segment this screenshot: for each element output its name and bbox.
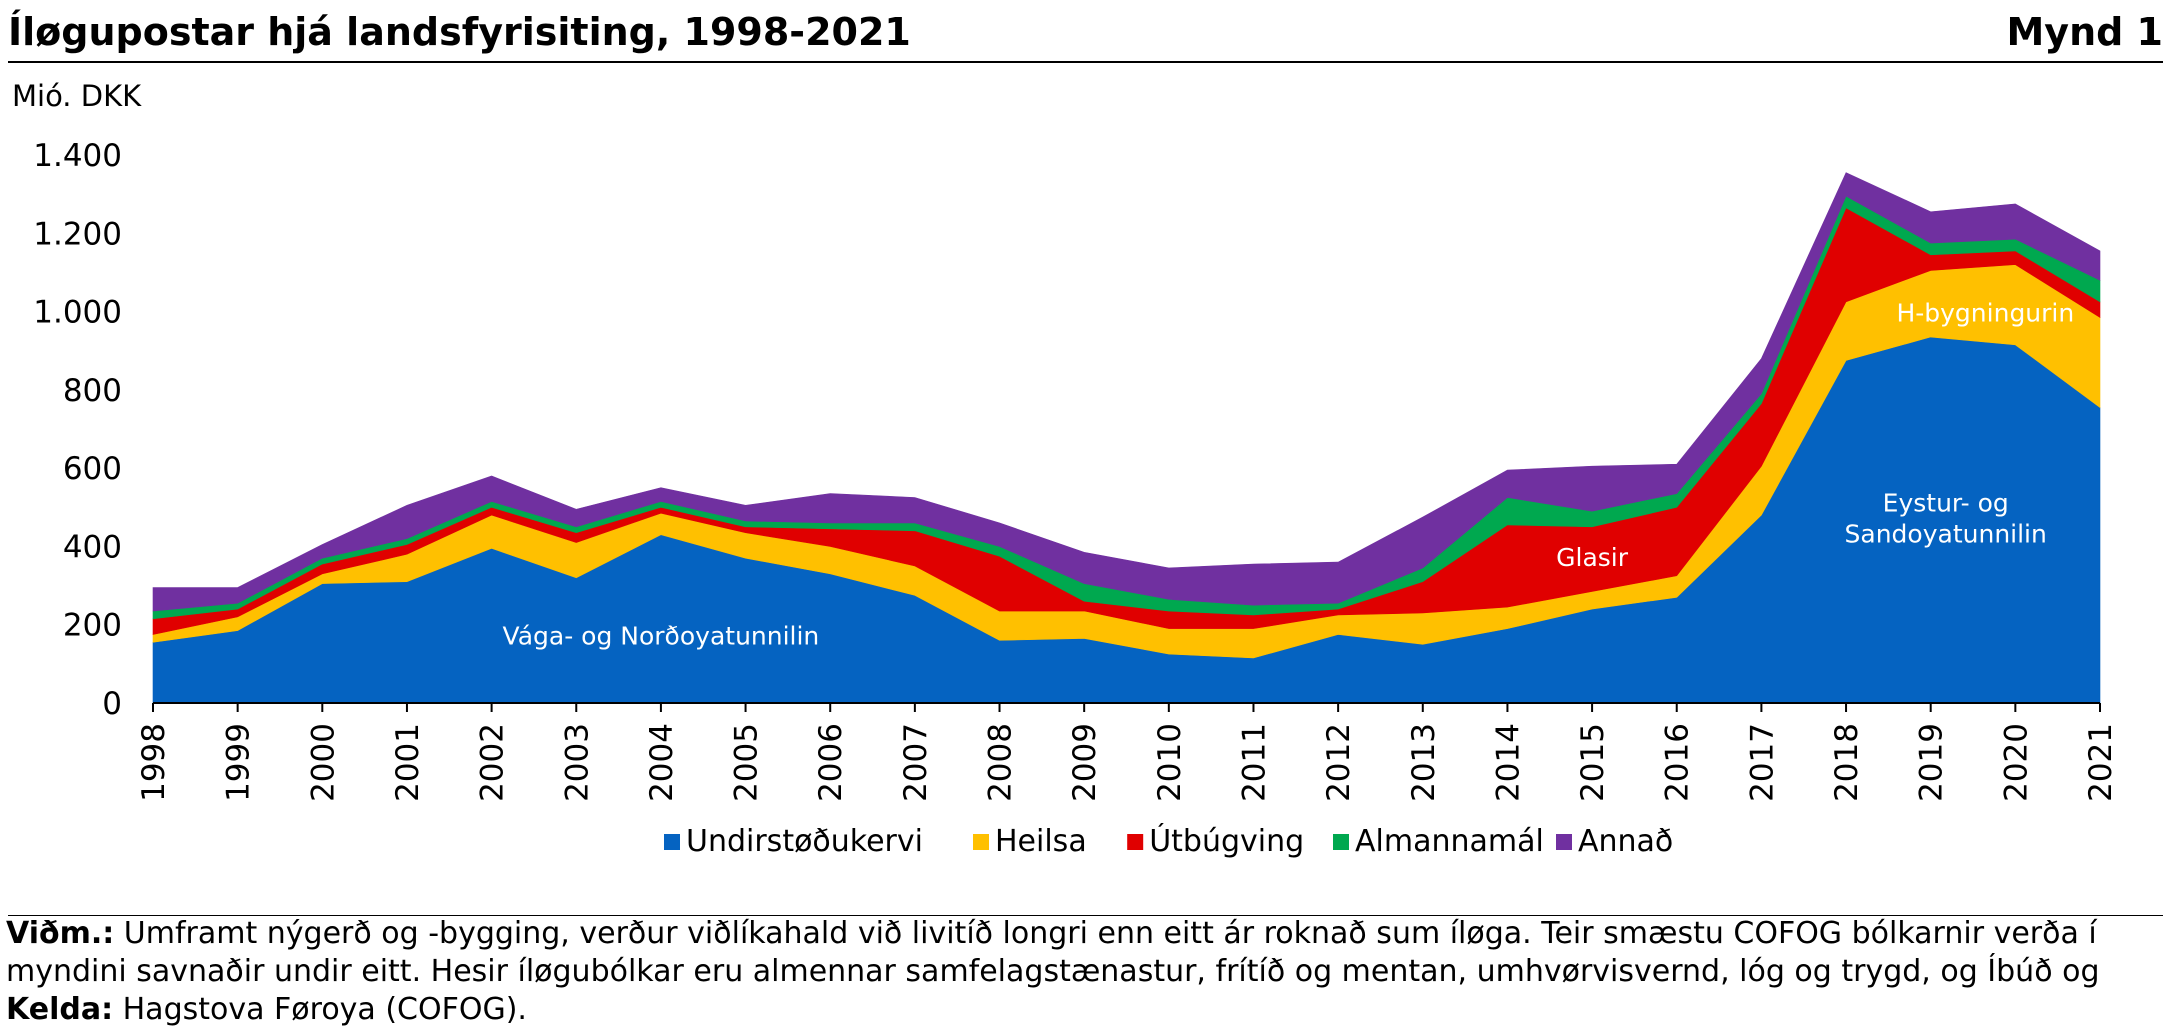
x-tick-label: 2001 bbox=[390, 723, 426, 802]
legend-label-2: Heilsa bbox=[995, 824, 1087, 859]
x-tick-label: 2006 bbox=[813, 723, 849, 802]
x-tick-label: 1998 bbox=[136, 723, 172, 802]
area-annotation: Vága- og Norðoyatunnilin bbox=[503, 622, 820, 651]
legend-label-4: Almannamál bbox=[1355, 824, 1544, 859]
legend-swatch-4 bbox=[1333, 834, 1349, 850]
x-tick-label: 1999 bbox=[221, 723, 257, 802]
note-line-1: Viðm.: Umframt nýgerð og -bygging, verðu… bbox=[6, 915, 2156, 953]
note-text-1: Umframt nýgerð og -bygging, verður viðlí… bbox=[123, 916, 2097, 951]
x-tick-label: 2021 bbox=[2083, 723, 2119, 802]
stacked-area-chart: Mió. DKK 0 200 400 600 800 1.000 1.200 1.400 1998… bbox=[12, 79, 2119, 859]
x-tick-label: 2009 bbox=[1067, 723, 1103, 802]
y-tick-label: 400 bbox=[63, 529, 122, 565]
legend-swatch-1 bbox=[664, 834, 680, 850]
x-tick-label: 2007 bbox=[898, 723, 934, 802]
x-tick-label: 2012 bbox=[1321, 723, 1357, 802]
y-axis-label: Mió. DKK bbox=[12, 79, 142, 113]
header-divider bbox=[8, 61, 2163, 63]
y-tick-label: 600 bbox=[63, 451, 122, 487]
y-tick-label: 1.000 bbox=[33, 295, 122, 331]
note-line-2: myndini savnaðir undir eitt. Hesir íløgu… bbox=[6, 953, 2156, 991]
x-tick-label: 2011 bbox=[1236, 723, 1272, 802]
legend-label-3: Útbúgving bbox=[1149, 822, 1304, 859]
y-tick-label: 800 bbox=[63, 373, 122, 409]
y-tick-label: 1.400 bbox=[33, 138, 122, 174]
y-tick-label: 1.200 bbox=[33, 216, 122, 252]
legend-swatch-2 bbox=[973, 834, 989, 850]
x-tick-label: 2020 bbox=[1998, 723, 2034, 802]
legend-swatch-3 bbox=[1127, 834, 1144, 850]
x-tick-label: 2005 bbox=[729, 723, 765, 802]
x-tick-label: 2016 bbox=[1660, 723, 1696, 802]
x-tick-label: 2013 bbox=[1406, 723, 1442, 802]
x-tick-label: 2015 bbox=[1575, 723, 1611, 802]
x-tick-label: 2017 bbox=[1744, 723, 1780, 802]
chart-notes: Viðm.: Umframt nýgerð og -bygging, verðu… bbox=[6, 915, 2156, 1029]
x-tick-label: 2010 bbox=[1152, 723, 1188, 802]
source-text: Hagstova Føroya (COFOG). bbox=[122, 992, 527, 1027]
area-annotation: Glasir bbox=[1556, 543, 1629, 572]
x-tick-label: 2000 bbox=[305, 723, 341, 802]
area-annotation: Eystur- og bbox=[1883, 488, 2009, 517]
x-tick-label: 2014 bbox=[1490, 723, 1526, 802]
y-tick-label: 0 bbox=[102, 686, 122, 722]
x-tick-label: 2008 bbox=[983, 723, 1019, 802]
area-series-5 bbox=[152, 172, 2101, 612]
source-label: Kelda: bbox=[6, 992, 114, 1027]
legend-swatch-5 bbox=[1556, 834, 1572, 850]
chart-title: Íløgupostar hjá landsfyrisiting, 1998-20… bbox=[8, 10, 911, 54]
y-tick-label: 200 bbox=[63, 608, 122, 644]
x-tick-label: 2003 bbox=[559, 723, 595, 802]
figure-number: Mynd 1 bbox=[2006, 10, 2163, 54]
x-tick-label: 2019 bbox=[1914, 723, 1950, 802]
x-tick-label: 2018 bbox=[1829, 723, 1865, 802]
chart-header: Íløgupostar hjá landsfyrisiting, 1998-20… bbox=[8, 6, 2163, 60]
x-tick-label: 2004 bbox=[644, 723, 680, 802]
legend-label-1: Undirstøðukervi bbox=[686, 824, 923, 859]
note-text-2: myndini savnaðir undir eitt. Hesir íløgu… bbox=[6, 954, 2100, 989]
source-line: Kelda: Hagstova Føroya (COFOG). bbox=[6, 991, 2156, 1029]
area-annotation: Sandoyatunnilin bbox=[1845, 520, 2047, 549]
legend-label-5: Annað bbox=[1578, 824, 1673, 859]
footer-divider bbox=[8, 915, 2163, 916]
x-tick-label: 2002 bbox=[475, 723, 511, 802]
note-label: Viðm.: bbox=[6, 916, 115, 951]
area-annotation: H-bygningurin bbox=[1896, 299, 2074, 328]
